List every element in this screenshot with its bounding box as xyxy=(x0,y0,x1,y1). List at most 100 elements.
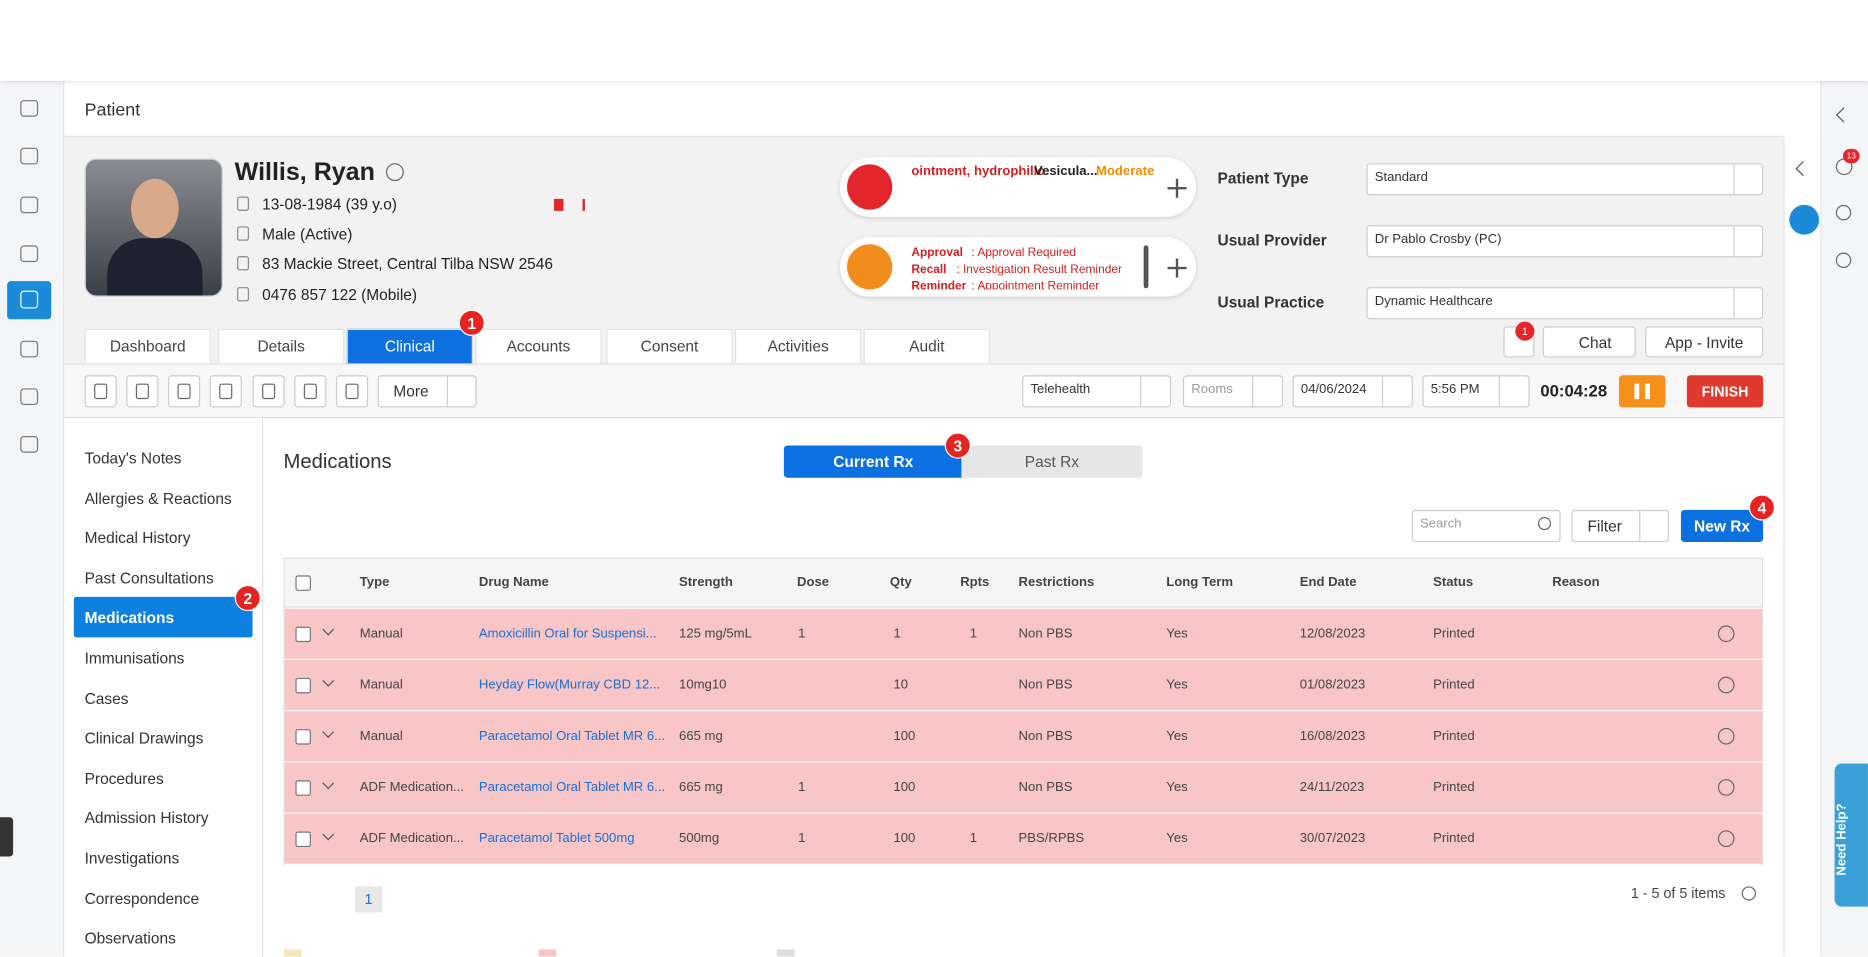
toggle-label[interactable]: Current Rx xyxy=(833,452,914,471)
side-handle[interactable] xyxy=(0,817,14,857)
finish-button[interactable] xyxy=(1686,375,1764,408)
tab[interactable] xyxy=(606,328,733,364)
toolbar-input[interactable] xyxy=(1292,375,1413,408)
sidebar-item[interactable]: Immunisations xyxy=(84,649,185,668)
toggle-current[interactable] xyxy=(783,445,963,478)
table-cell: Yes xyxy=(1166,831,1188,846)
tool-icon xyxy=(135,383,149,400)
nav-icon[interactable] xyxy=(20,245,39,263)
new-rx-button[interactable] xyxy=(1680,509,1764,543)
tab-label[interactable]: Clinical xyxy=(384,337,435,356)
tool-button[interactable] xyxy=(126,375,159,408)
table-cell: Printed xyxy=(1433,729,1475,744)
drug-link[interactable]: Paracetamol Oral Tablet MR 6... xyxy=(478,729,666,744)
checkbox[interactable] xyxy=(295,780,311,796)
toggle-label[interactable]: Past Rx xyxy=(1024,452,1080,471)
pause-button[interactable] xyxy=(1618,375,1666,408)
help-label[interactable]: Need Help? xyxy=(1834,803,1849,876)
med-search-placeholder[interactable]: Search xyxy=(1420,517,1462,532)
checkbox[interactable] xyxy=(295,677,311,694)
nav-icon[interactable] xyxy=(20,290,39,309)
toggle-past[interactable] xyxy=(961,445,1143,478)
field-input[interactable] xyxy=(1366,287,1764,320)
drug-link[interactable]: Amoxicillin Oral for Suspensi... xyxy=(478,626,657,641)
finish-label[interactable]: FINISH xyxy=(1701,383,1749,400)
filter-button[interactable] xyxy=(1571,509,1670,543)
allergy-name: ointment, hydrophilic xyxy=(911,164,1045,179)
sidebar-item[interactable]: Observations xyxy=(84,929,176,948)
tool-button[interactable] xyxy=(252,375,285,408)
toolbar-input[interactable] xyxy=(1022,375,1172,408)
toolbar-input[interactable] xyxy=(1422,375,1530,408)
plus-icon xyxy=(1175,178,1178,198)
drug-link[interactable]: Paracetamol Oral Tablet MR 6... xyxy=(478,780,666,795)
checkbox[interactable] xyxy=(295,626,311,643)
tab[interactable] xyxy=(475,328,602,364)
visit-timer: 00:04:28 xyxy=(1540,381,1608,401)
sidebar-item[interactable]: Clinical Drawings xyxy=(84,729,204,748)
nav-icon[interactable] xyxy=(20,196,39,214)
toolbar-input[interactable] xyxy=(1182,375,1284,408)
tab-label[interactable]: Accounts xyxy=(506,337,571,356)
sidebar-active[interactable] xyxy=(73,597,253,638)
pager-page[interactable]: 1 xyxy=(355,886,383,913)
field-input[interactable] xyxy=(1366,163,1764,196)
tab[interactable] xyxy=(84,328,211,364)
tab[interactable] xyxy=(735,328,862,364)
column-header: Dose xyxy=(796,575,830,590)
tool-button[interactable] xyxy=(84,375,117,408)
sidebar-item[interactable]: Investigations xyxy=(84,849,180,868)
tab-label[interactable]: Details xyxy=(257,337,305,356)
table-cell: 10mg10 xyxy=(679,677,727,693)
sidebar-item[interactable]: Allergies & Reactions xyxy=(84,489,232,508)
tool-button[interactable] xyxy=(335,375,369,408)
chat-label[interactable]: Chat xyxy=(1578,332,1612,351)
table-cell: 1 xyxy=(969,831,978,846)
field-divider xyxy=(1733,226,1735,257)
nav-icon[interactable] xyxy=(20,147,39,165)
drug-link[interactable]: Paracetamol Tablet 500mg xyxy=(478,831,635,846)
tab[interactable] xyxy=(218,328,345,364)
tool-button[interactable] xyxy=(294,375,327,408)
sidebar-item[interactable]: Today's Notes xyxy=(84,449,182,467)
sidebar-item[interactable]: Medical History xyxy=(84,529,191,548)
tab-label[interactable]: Consent xyxy=(640,337,699,356)
checkbox[interactable] xyxy=(295,831,311,848)
patient-dob: 13-08-1984 (39 y.o) xyxy=(262,195,397,214)
nav-icon[interactable] xyxy=(20,100,39,117)
tool-button[interactable] xyxy=(209,375,242,408)
more-label[interactable]: More xyxy=(393,382,429,401)
help-tab[interactable] xyxy=(1834,763,1868,907)
reminder-text: : Approval Required xyxy=(971,246,1077,260)
nav-icon[interactable] xyxy=(20,340,39,358)
tab-label[interactable]: Dashboard xyxy=(109,337,186,356)
tab-label[interactable]: Audit xyxy=(909,337,945,356)
tool-button[interactable] xyxy=(167,375,201,408)
sidebar-item[interactable]: Admission History xyxy=(84,809,209,828)
sidebar-item[interactable]: Cases xyxy=(84,689,129,708)
sidebar-item[interactable]: Past Consultations xyxy=(84,569,214,588)
sidebar-item[interactable]: Correspondence xyxy=(84,889,200,908)
tab[interactable] xyxy=(863,328,990,364)
table-cell: 1 xyxy=(798,780,806,795)
invite-label[interactable]: App - Invite xyxy=(1664,332,1744,351)
at-icon xyxy=(1835,252,1852,269)
filter-label[interactable]: Filter xyxy=(1587,517,1622,535)
field-input[interactable] xyxy=(1366,225,1764,258)
tab-label[interactable]: Activities xyxy=(767,337,829,356)
sidebar-item[interactable]: Procedures xyxy=(84,769,164,788)
plus-icon xyxy=(1175,258,1178,278)
med-search[interactable] xyxy=(1411,509,1561,543)
invite-button[interactable] xyxy=(1645,326,1764,358)
tab[interactable] xyxy=(346,328,473,364)
drug-link[interactable]: Heyday Flow(Murray CBD 12... xyxy=(478,677,661,693)
nav-icon[interactable] xyxy=(20,388,39,406)
checkbox[interactable] xyxy=(295,729,311,745)
checkbox[interactable] xyxy=(295,575,311,591)
tag-button[interactable] xyxy=(1789,204,1820,235)
more-button[interactable] xyxy=(377,375,477,408)
sidebar-item[interactable]: Medications xyxy=(84,609,175,628)
nav-icon[interactable] xyxy=(20,436,39,453)
chat-button[interactable] xyxy=(1542,326,1636,358)
new-rx-label[interactable]: New Rx xyxy=(1694,517,1751,535)
